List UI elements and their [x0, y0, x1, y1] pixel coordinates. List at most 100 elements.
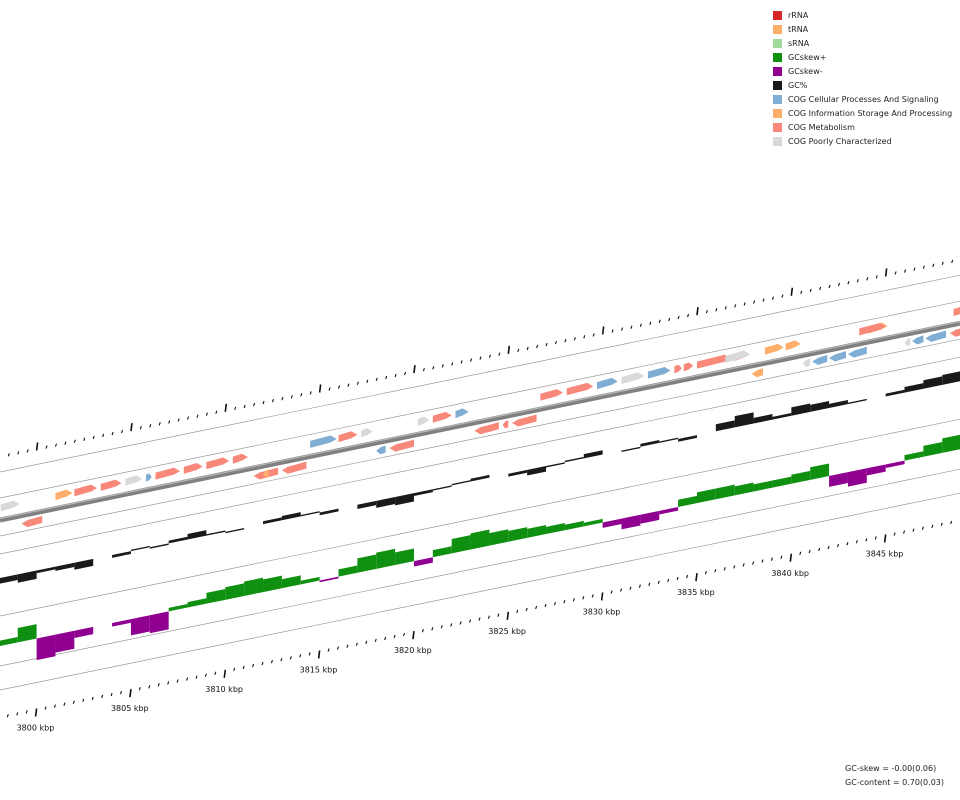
- gene-feature: [725, 350, 750, 363]
- axis-tick: [704, 571, 707, 575]
- axis-tick: [808, 549, 811, 554]
- outer-tick: [394, 373, 397, 378]
- gc-content-bar: [489, 473, 509, 478]
- outer-tick: [328, 387, 331, 391]
- gc-content-bar: [791, 403, 811, 416]
- gc-skew-positive-bar: [942, 434, 960, 453]
- gene-feature: [376, 445, 386, 455]
- gc-skew-negative-bar: [112, 619, 131, 627]
- gc-skew-positive-bar: [432, 546, 452, 558]
- axis-tick: [855, 540, 858, 544]
- axis-tick: [544, 603, 547, 608]
- gene-feature: [417, 416, 430, 426]
- outer-tick: [441, 364, 444, 368]
- gc-content-bar: [413, 489, 433, 496]
- legend-label: sRNA: [788, 38, 810, 48]
- axis-tick: [299, 654, 302, 658]
- axis-tick: [836, 543, 840, 548]
- gc-content-bar: [564, 456, 584, 463]
- axis-tick: [695, 573, 698, 582]
- outer-tick: [611, 329, 614, 333]
- outer-tick: [215, 410, 218, 414]
- outer-tick: [187, 416, 190, 420]
- outer-tick: [253, 402, 256, 407]
- gc-content-bar: [319, 508, 339, 516]
- axis-tick: [148, 685, 151, 689]
- gene-feature: [912, 335, 924, 345]
- axis-tick: [883, 534, 887, 543]
- legend-item: rRNA: [773, 8, 952, 22]
- gene-feature: [263, 469, 269, 478]
- outer-tick: [488, 354, 491, 358]
- gc-content-bar: [225, 527, 245, 534]
- axis-tick: [261, 661, 264, 666]
- gc-content-bar: [206, 530, 226, 536]
- outer-tick: [149, 424, 152, 428]
- outer-tick: [705, 310, 708, 314]
- axis-tick: [799, 551, 802, 556]
- axis-tick: [516, 609, 519, 614]
- axis-tick: [818, 547, 821, 552]
- stats-panel: GC-skew = -0.00(0.06) GC-content = 0.70(…: [845, 762, 944, 790]
- gc-skew-negative-bar: [55, 630, 75, 653]
- gc-skew-negative-bar: [602, 518, 622, 528]
- axis-tick: [16, 712, 19, 716]
- gc-skew-positive-bar: [187, 598, 207, 608]
- axis-tick: [25, 710, 28, 714]
- axis-tick: [34, 708, 38, 717]
- axis-tick: [204, 673, 207, 677]
- gc-content-bar: [734, 412, 754, 428]
- gc-skew-positive-bar: [281, 575, 301, 589]
- outer-tick: [130, 423, 133, 432]
- outer-tick: [781, 294, 784, 298]
- axis-tick: [535, 605, 538, 610]
- axis-tick: [469, 619, 472, 623]
- outer-tick: [64, 441, 67, 445]
- outer-tick: [366, 379, 369, 383]
- gc-content-bar: [772, 412, 792, 420]
- outer-tick: [875, 275, 878, 279]
- gc-skew-positive-bar: [810, 463, 830, 480]
- gc-content-bar: [112, 551, 131, 558]
- gene-feature: [953, 307, 960, 317]
- legend-swatch: [773, 136, 782, 146]
- axis-tick: [459, 621, 462, 625]
- gene-feature: [683, 362, 694, 372]
- gc-content-bar: [281, 512, 301, 521]
- outer-tick: [498, 352, 501, 356]
- gc-skew-positive-bar: [17, 624, 37, 643]
- axis-label: 3810 kbp: [205, 685, 243, 694]
- gene-feature: [512, 414, 537, 427]
- axis-tick: [714, 569, 717, 573]
- gc-skew-positive-bar: [734, 482, 754, 496]
- gc-content-bar: [395, 493, 414, 506]
- gc-content-bar: [866, 396, 886, 401]
- gc-skew-positive-bar: [527, 525, 547, 538]
- gc-content-bar: [376, 497, 396, 508]
- axis-tick: [761, 559, 764, 563]
- gene-feature: [338, 431, 358, 443]
- gc-content-bar: [74, 558, 94, 570]
- outer-tick: [470, 358, 473, 362]
- legend-item: COG Information Storage And Processing: [773, 106, 952, 120]
- axis-tick: [270, 659, 273, 664]
- outer-tick: [800, 290, 803, 295]
- gc-skew-positive-bar: [791, 470, 811, 484]
- axis-tick: [723, 567, 726, 571]
- axis-tick: [846, 542, 849, 546]
- axis-tick: [82, 698, 85, 703]
- axis-tick: [63, 702, 66, 706]
- outer-tick: [205, 412, 208, 416]
- outer-tick: [507, 345, 511, 354]
- gc-skew-negative-bar: [640, 510, 660, 524]
- guide-line: [0, 338, 960, 537]
- gene-feature: [751, 368, 764, 378]
- outer-tick: [573, 337, 576, 341]
- axis-tick: [789, 553, 793, 562]
- legend-item: COG Metabolism: [773, 120, 952, 134]
- gc-content-bar: [470, 474, 490, 482]
- axis-tick: [610, 590, 613, 594]
- outer-tick: [809, 288, 812, 293]
- axis-tick: [629, 586, 632, 590]
